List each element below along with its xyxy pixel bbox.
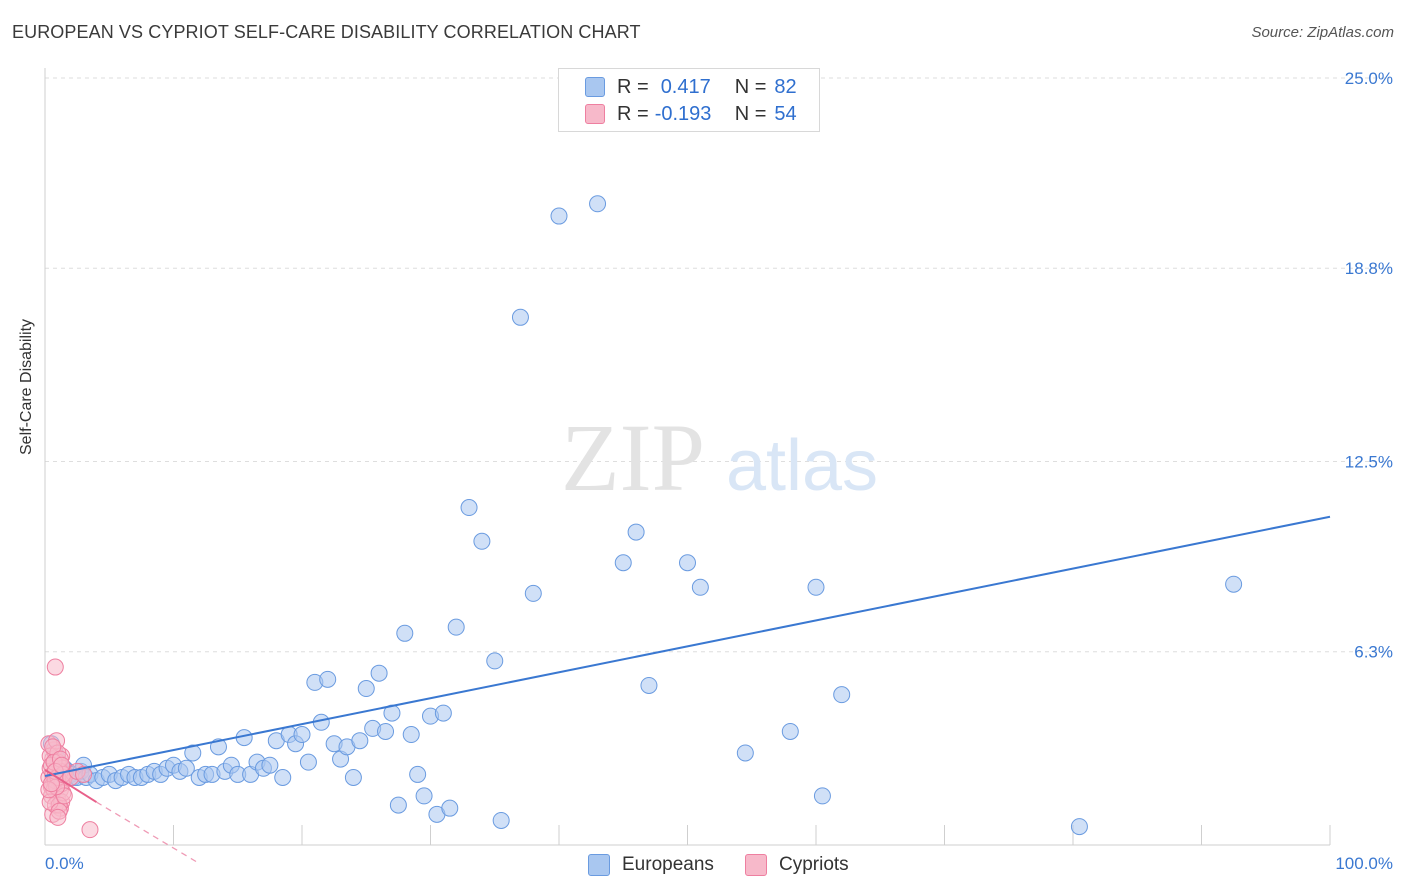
watermark-atlas: atlas	[726, 426, 878, 506]
point-europeans	[357, 680, 375, 698]
point-europeans	[550, 207, 568, 225]
point-europeans	[486, 652, 504, 670]
legend-swatch-europeans	[585, 77, 605, 97]
point-europeans	[319, 670, 337, 688]
point-europeans	[396, 624, 414, 642]
y-tick-label: 25.0%	[1345, 69, 1393, 88]
x-tick-label: 0.0%	[45, 854, 84, 873]
legend-n-label: N =	[734, 102, 767, 125]
point-europeans	[351, 732, 369, 750]
bottom-legend-label-cypriots: Cypriots	[779, 854, 849, 875]
legend-row-europeans: R = 0.417 N = 82	[585, 74, 797, 100]
source-label: Source: ZipAtlas.com	[1251, 24, 1394, 41]
point-europeans	[781, 722, 799, 740]
point-europeans	[447, 618, 465, 636]
legend-r-label: R =	[617, 75, 649, 98]
point-europeans	[184, 744, 202, 762]
point-europeans	[209, 738, 227, 756]
point-cypriots	[46, 658, 64, 676]
point-europeans	[409, 765, 427, 783]
point-europeans	[402, 726, 420, 744]
legend-n-value: 54	[774, 102, 797, 125]
point-europeans	[441, 799, 459, 817]
x-tick-label: 100.0%	[1335, 854, 1393, 873]
bottom-legend-cypriots: Cypriots	[745, 852, 849, 878]
point-europeans	[261, 756, 279, 774]
point-europeans	[177, 759, 195, 777]
point-europeans	[299, 753, 317, 771]
y-axis-label: Self-Care Disability	[18, 318, 35, 455]
point-europeans	[627, 523, 645, 541]
trendline-europeans	[44, 515, 1331, 777]
point-europeans	[679, 554, 696, 572]
point-europeans	[813, 787, 831, 805]
bottom-legend-europeans: Europeans	[588, 852, 714, 878]
bottom-legend-label-europeans: Europeans	[622, 854, 714, 875]
watermark-zip: ZIP	[561, 404, 705, 511]
y-tick-label: 18.8%	[1345, 259, 1393, 278]
point-europeans	[460, 499, 478, 517]
point-europeans	[614, 554, 632, 572]
point-europeans	[807, 578, 825, 596]
legend-n-label: N =	[734, 75, 767, 98]
bottom-legend-swatch-europeans	[588, 854, 610, 876]
point-europeans	[736, 744, 754, 762]
point-europeans	[691, 578, 709, 596]
point-europeans	[473, 532, 491, 550]
point-europeans	[1225, 575, 1243, 593]
point-europeans	[1070, 818, 1088, 836]
point-europeans	[434, 704, 452, 722]
trendline-cypriots	[96, 801, 200, 864]
bottom-legend-swatch-cypriots	[745, 854, 767, 876]
point-europeans	[524, 584, 542, 602]
point-europeans	[833, 686, 851, 704]
point-europeans	[293, 726, 311, 744]
point-europeans	[389, 796, 407, 814]
point-europeans	[370, 664, 388, 682]
point-europeans	[344, 769, 362, 787]
point-cypriots	[49, 808, 67, 826]
point-europeans	[274, 769, 292, 787]
point-europeans	[377, 722, 395, 740]
y-tick-label: 6.3%	[1354, 643, 1393, 662]
point-europeans	[640, 676, 658, 694]
chart-title: EUROPEAN VS CYPRIOT SELF-CARE DISABILITY…	[12, 22, 641, 42]
trendline-cypriots	[44, 768, 97, 803]
point-cypriots	[44, 738, 62, 756]
legend-n-value: 82	[774, 75, 797, 98]
point-europeans	[511, 308, 529, 326]
legend-row-cypriots: R = -0.193 N = 54	[585, 101, 797, 127]
point-europeans	[492, 811, 510, 829]
y-tick-label: 12.5%	[1345, 453, 1393, 472]
legend-swatch-cypriots	[585, 104, 605, 124]
legend-box: R = 0.417 N = 82 R = -0.193 N = 54	[558, 68, 820, 132]
point-europeans	[415, 787, 433, 805]
watermark: ZIP atlas	[561, 404, 878, 511]
point-cypriots	[81, 821, 99, 839]
point-cypriots	[75, 765, 93, 783]
legend-r-label: R =	[617, 102, 649, 125]
legend-r-value: 0.417	[660, 75, 711, 98]
point-europeans	[589, 195, 607, 213]
legend-r-value: -0.193	[654, 102, 712, 125]
